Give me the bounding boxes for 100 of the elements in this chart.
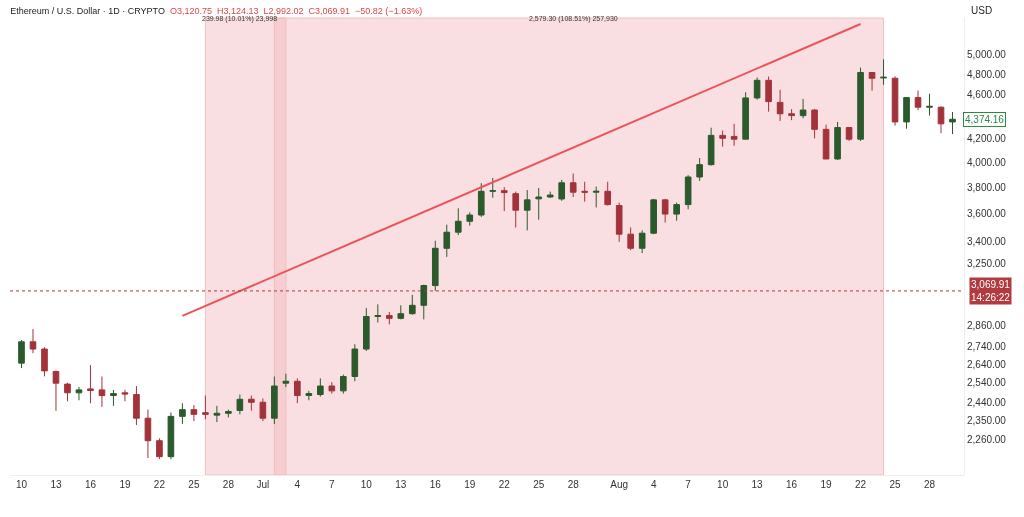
candlestick bbox=[558, 179, 566, 202]
candlestick bbox=[190, 404, 198, 422]
candlestick bbox=[949, 111, 956, 135]
candlestick bbox=[248, 395, 255, 412]
x-tick-label: 19 bbox=[464, 479, 476, 490]
candlestick bbox=[650, 198, 657, 235]
x-tick-label: 28 bbox=[567, 479, 580, 490]
x-tick-label: 25 bbox=[889, 479, 902, 490]
x-tick-label: Jul bbox=[256, 479, 270, 490]
x-tick-label: 10 bbox=[15, 479, 28, 490]
candlestick bbox=[477, 182, 485, 218]
candlestick bbox=[397, 304, 405, 320]
candlestick bbox=[569, 173, 577, 198]
candlestick bbox=[87, 364, 94, 404]
candlestick bbox=[604, 181, 611, 207]
candlestick bbox=[121, 389, 129, 402]
candlestick bbox=[581, 181, 589, 203]
y-tick-label: 2,640.00 bbox=[967, 358, 1007, 370]
x-tick-label: 19 bbox=[119, 479, 131, 490]
y-axis-title: USD bbox=[971, 5, 993, 16]
candlestick bbox=[363, 307, 370, 352]
candlestick bbox=[340, 374, 347, 395]
candlestick bbox=[374, 303, 382, 324]
candlestick bbox=[282, 373, 290, 388]
candlestick bbox=[385, 311, 393, 325]
candlestick bbox=[673, 202, 680, 222]
candlestick bbox=[834, 121, 841, 161]
candlestick bbox=[144, 409, 152, 459]
candlestick bbox=[914, 90, 922, 111]
candlestick bbox=[305, 390, 313, 401]
candlestick bbox=[615, 202, 623, 243]
x-tick-label: 19 bbox=[820, 479, 833, 490]
y-tick-label: 4,600.00 bbox=[967, 89, 1007, 101]
x-tick-label: 22 bbox=[498, 479, 511, 490]
candlestick bbox=[937, 105, 945, 134]
candlestick bbox=[351, 343, 359, 382]
candlestick bbox=[64, 382, 71, 402]
x-tick-label: 4 bbox=[294, 479, 301, 490]
candlestick bbox=[294, 377, 301, 404]
x-tick-label: 25 bbox=[188, 479, 200, 490]
candlestick bbox=[880, 58, 887, 86]
candlestick bbox=[225, 409, 232, 418]
candlestick bbox=[765, 76, 772, 113]
x-tick-label: 7 bbox=[685, 479, 692, 490]
candlestick bbox=[535, 187, 543, 221]
y-tick-label: 2,860.00 bbox=[967, 319, 1007, 331]
y-tick-label: 2,540.00 bbox=[967, 377, 1007, 389]
y-tick-label: 2,260.00 bbox=[967, 433, 1007, 445]
candlestick bbox=[408, 294, 416, 316]
candlestick bbox=[18, 339, 25, 369]
candlestick bbox=[328, 381, 336, 395]
x-tick-label: 7 bbox=[329, 479, 336, 490]
candlestick bbox=[776, 89, 784, 122]
chart-title: Ethereum / U.S. Dollar · 1D · CRYPTO bbox=[10, 6, 165, 17]
candlestick bbox=[75, 386, 83, 401]
x-tick-label: 10 bbox=[717, 479, 729, 490]
candlestick bbox=[523, 189, 531, 231]
candlestick bbox=[684, 174, 692, 210]
y-tick-label: 2,740.00 bbox=[967, 340, 1007, 352]
y-tick-label: 3,800.00 bbox=[967, 181, 1007, 193]
y-tick-label: 3,400.00 bbox=[967, 235, 1007, 247]
candlestick bbox=[742, 91, 749, 140]
candlestick bbox=[627, 226, 634, 251]
candlestick bbox=[926, 93, 933, 117]
y-tick-label: 4,200.00 bbox=[967, 133, 1007, 145]
candlestick bbox=[811, 108, 818, 139]
ref-line-label: 3,069.91 14:26:22 bbox=[971, 279, 1011, 303]
candlestick bbox=[661, 198, 669, 224]
candlestick bbox=[466, 211, 474, 227]
candlestick bbox=[546, 191, 554, 199]
annotation: 4,374.16 bbox=[965, 114, 1005, 125]
y-tick-label: 4,000.00 bbox=[967, 157, 1007, 169]
candlestick bbox=[489, 177, 497, 199]
candlestick bbox=[788, 108, 795, 121]
x-tick-label: 28 bbox=[923, 479, 936, 490]
candlestick bbox=[202, 395, 209, 420]
x-tick-label: 16 bbox=[84, 479, 97, 490]
candlestick bbox=[110, 389, 117, 407]
candlestick bbox=[707, 127, 715, 167]
candlestick bbox=[167, 411, 175, 460]
x-tick-label: 25 bbox=[533, 479, 545, 490]
chart-subtitle: O3,120.75 H3,124.13 L2,992.02 C3,069.91 −50.82 (−1.63%) bbox=[169, 6, 423, 17]
candlestick bbox=[52, 370, 60, 412]
candlestick bbox=[213, 405, 221, 423]
x-tick-label: 22 bbox=[854, 479, 867, 490]
x-tick-label: Aug bbox=[610, 479, 629, 490]
candlestick bbox=[179, 402, 186, 425]
candlestick bbox=[857, 67, 864, 142]
candlestick bbox=[236, 394, 244, 415]
candlestick bbox=[719, 130, 726, 148]
candlestick bbox=[259, 397, 267, 422]
candlestick bbox=[317, 377, 324, 398]
candlestick bbox=[730, 123, 738, 147]
x-tick-label: 13 bbox=[395, 479, 407, 490]
candlestick bbox=[431, 240, 439, 292]
candlestick bbox=[156, 437, 163, 460]
candlestick bbox=[891, 75, 899, 127]
x-tick-label: 16 bbox=[429, 479, 442, 490]
x-tick-label: 22 bbox=[153, 479, 166, 490]
candlestick bbox=[29, 328, 37, 354]
